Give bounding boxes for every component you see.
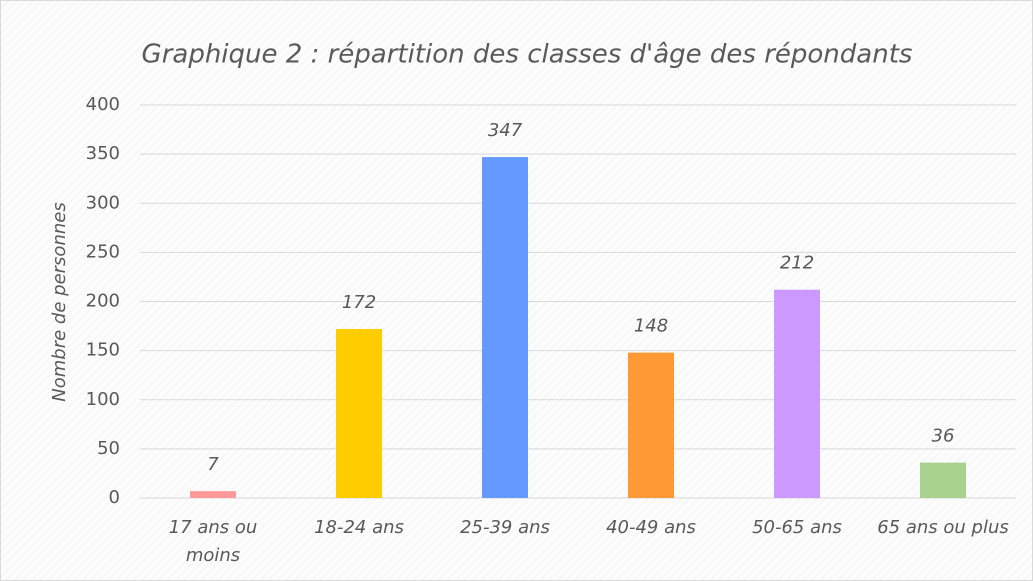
x-tick-label-box: 17 ans ou moins (168, 517, 258, 566)
data-label: 347 (488, 120, 523, 141)
x-tick-label-box: 65 ans ou plus (877, 517, 1009, 538)
x-tick-label: 25-39 ans (460, 517, 550, 538)
x-tick-label-box: 18-24 ans (314, 517, 404, 538)
x-tick-label-box: 50-65 ans (752, 517, 842, 538)
bar (920, 462, 966, 498)
data-label: 36 (932, 426, 955, 447)
x-tick-label: 65 ans ou plus (877, 517, 1009, 538)
data-label: 172 (342, 292, 376, 313)
bar (336, 329, 382, 498)
x-tick-label-box: 40-49 ans (606, 517, 696, 538)
y-axis-title: Nombre de personnes (49, 202, 70, 401)
x-tick-label: 50-65 ans (752, 517, 842, 538)
y-tick-label: 150 (86, 340, 120, 361)
bar (482, 157, 528, 498)
data-label: 212 (780, 253, 814, 274)
data-label: 7 (207, 454, 219, 475)
y-tick-label: 200 (86, 291, 120, 312)
x-tick-label-box: 25-39 ans (460, 517, 550, 538)
y-tick-label: 400 (86, 94, 120, 115)
y-tick-label: 50 (97, 438, 120, 459)
x-tick-label: 18-24 ans (314, 517, 404, 538)
y-tick-label: 350 (86, 143, 120, 164)
bar (774, 289, 820, 498)
y-tick-label: 300 (86, 192, 120, 213)
x-tick-label: 40-49 ans (606, 517, 696, 538)
y-tick-label: 100 (86, 389, 120, 410)
bar (190, 491, 236, 498)
bar (628, 352, 674, 498)
data-label: 148 (634, 316, 668, 337)
chart-title: Graphique 2 : répartition des classes d'… (142, 40, 913, 70)
x-tick-label: 17 ans ou moins (168, 517, 258, 566)
y-tick-label: 250 (86, 241, 120, 262)
y-tick-label: 0 (109, 487, 120, 508)
